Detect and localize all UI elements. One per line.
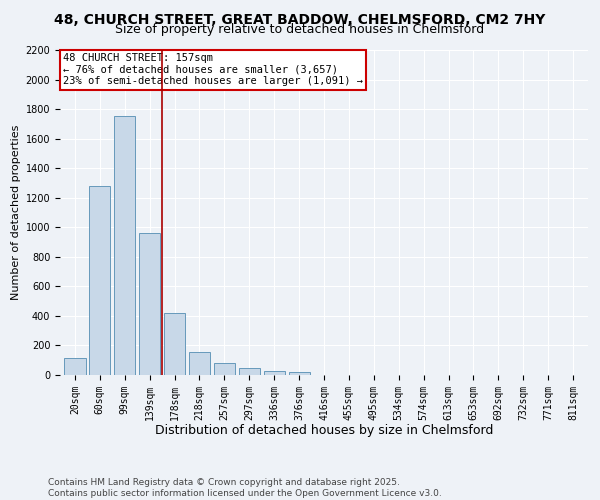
Bar [114, 116, 136, 375]
Bar [89, 186, 110, 375]
Text: Size of property relative to detached houses in Chelmsford: Size of property relative to detached ho… [115, 22, 485, 36]
Y-axis label: Number of detached properties: Number of detached properties [11, 125, 22, 300]
Bar [239, 368, 260, 375]
Text: Contains HM Land Registry data © Crown copyright and database right 2025.
Contai: Contains HM Land Registry data © Crown c… [48, 478, 442, 498]
Bar [139, 233, 160, 375]
Bar [189, 352, 210, 375]
Text: 48, CHURCH STREET, GREAT BADDOW, CHELMSFORD, CM2 7HY: 48, CHURCH STREET, GREAT BADDOW, CHELMSF… [55, 12, 545, 26]
Bar [64, 358, 86, 375]
Bar [289, 372, 310, 375]
Bar [263, 370, 285, 375]
Bar [164, 313, 185, 375]
Bar [214, 363, 235, 375]
X-axis label: Distribution of detached houses by size in Chelmsford: Distribution of detached houses by size … [155, 424, 493, 437]
Text: 48 CHURCH STREET: 157sqm
← 76% of detached houses are smaller (3,657)
23% of sem: 48 CHURCH STREET: 157sqm ← 76% of detach… [62, 53, 362, 86]
